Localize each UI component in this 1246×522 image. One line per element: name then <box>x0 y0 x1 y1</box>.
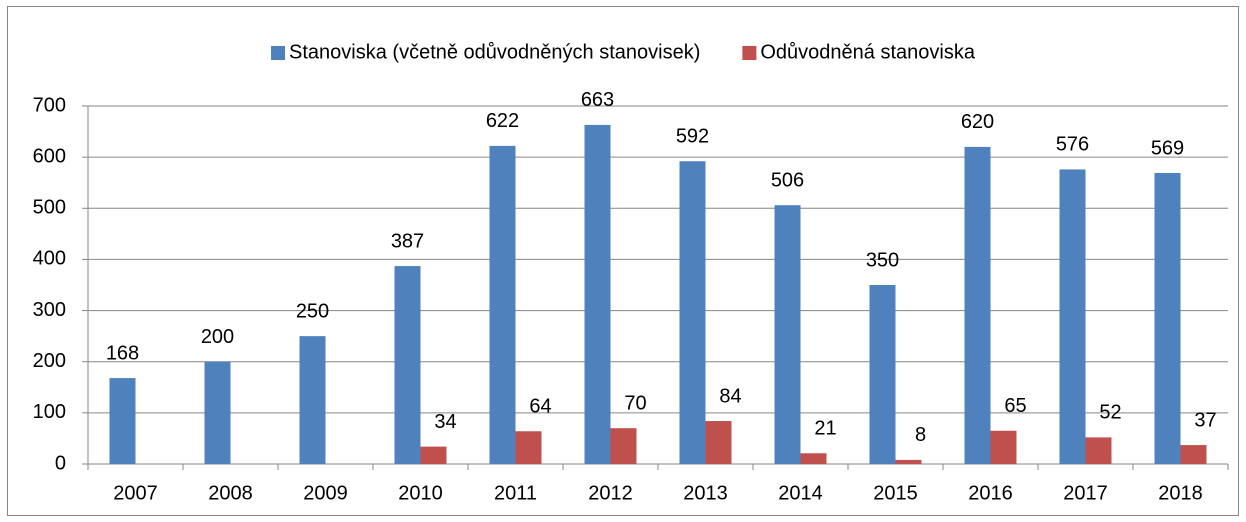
data-label: 506 <box>771 169 804 191</box>
bar <box>869 285 896 464</box>
bar <box>420 446 447 464</box>
bar <box>1059 169 1086 464</box>
data-label: 387 <box>391 230 424 252</box>
bar <box>800 453 827 464</box>
x-tick-label: 2011 <box>494 482 537 504</box>
x-tick-label: 2010 <box>398 482 443 504</box>
y-tick-label: 500 <box>33 197 66 219</box>
bar <box>584 124 611 465</box>
x-tick-label: 2015 <box>873 482 918 504</box>
x-tick-label: 2013 <box>683 482 728 504</box>
legend-swatch <box>271 46 286 60</box>
bar <box>610 428 637 464</box>
y-tick-label: 300 <box>33 299 66 321</box>
y-tick-label: 100 <box>33 401 66 423</box>
x-tick-label: 2016 <box>968 482 1013 504</box>
bar <box>964 146 991 464</box>
data-label: 21 <box>814 418 836 440</box>
bar <box>990 430 1017 464</box>
data-label: 34 <box>434 411 456 433</box>
data-label: 663 <box>581 89 614 111</box>
y-tick-label: 400 <box>33 248 66 270</box>
data-label: 52 <box>1099 402 1121 424</box>
x-tick-label: 2008 <box>208 482 253 504</box>
data-label: 592 <box>676 126 709 148</box>
x-tick-label: 2007 <box>113 482 158 504</box>
data-label: 168 <box>106 342 139 364</box>
bar <box>1085 437 1112 464</box>
bar <box>299 336 326 464</box>
data-label: 620 <box>961 111 994 133</box>
x-tick-label: 2009 <box>303 482 348 504</box>
data-label: 350 <box>866 249 899 271</box>
data-label: 37 <box>1194 409 1216 431</box>
bar <box>679 161 706 464</box>
x-tick-label: 2014 <box>778 482 823 504</box>
data-label: 64 <box>529 396 551 418</box>
data-label: 576 <box>1056 134 1089 156</box>
x-tick-label: 2017 <box>1063 482 1108 504</box>
data-label: 8 <box>915 424 926 446</box>
legend-swatch <box>742 46 757 60</box>
data-label: 569 <box>1151 137 1184 159</box>
bar <box>204 361 231 464</box>
bar <box>705 421 732 464</box>
data-label: 200 <box>201 326 234 348</box>
data-label: 250 <box>296 300 329 322</box>
data-label: 84 <box>719 385 741 407</box>
bar <box>1154 172 1181 465</box>
x-tick-label: 2018 <box>1158 482 1203 504</box>
bar <box>394 266 421 464</box>
data-label: 622 <box>486 110 519 132</box>
bar <box>489 145 516 465</box>
bar <box>895 459 922 464</box>
y-tick-label: 700 <box>33 94 66 116</box>
bar <box>515 431 542 464</box>
bar <box>1180 445 1207 464</box>
data-label: 65 <box>1004 395 1026 417</box>
x-tick-label: 2012 <box>588 482 633 504</box>
y-tick-label: 0 <box>55 452 66 474</box>
legend-label: Odůvodněná stanoviska <box>760 41 975 63</box>
y-tick-label: 600 <box>33 145 66 167</box>
data-label: 70 <box>624 392 646 414</box>
legend-label: Stanoviska (včetně odůvodněných stanovis… <box>289 41 700 63</box>
bar <box>774 205 801 464</box>
y-tick-label: 200 <box>33 350 66 372</box>
bar <box>109 378 136 464</box>
